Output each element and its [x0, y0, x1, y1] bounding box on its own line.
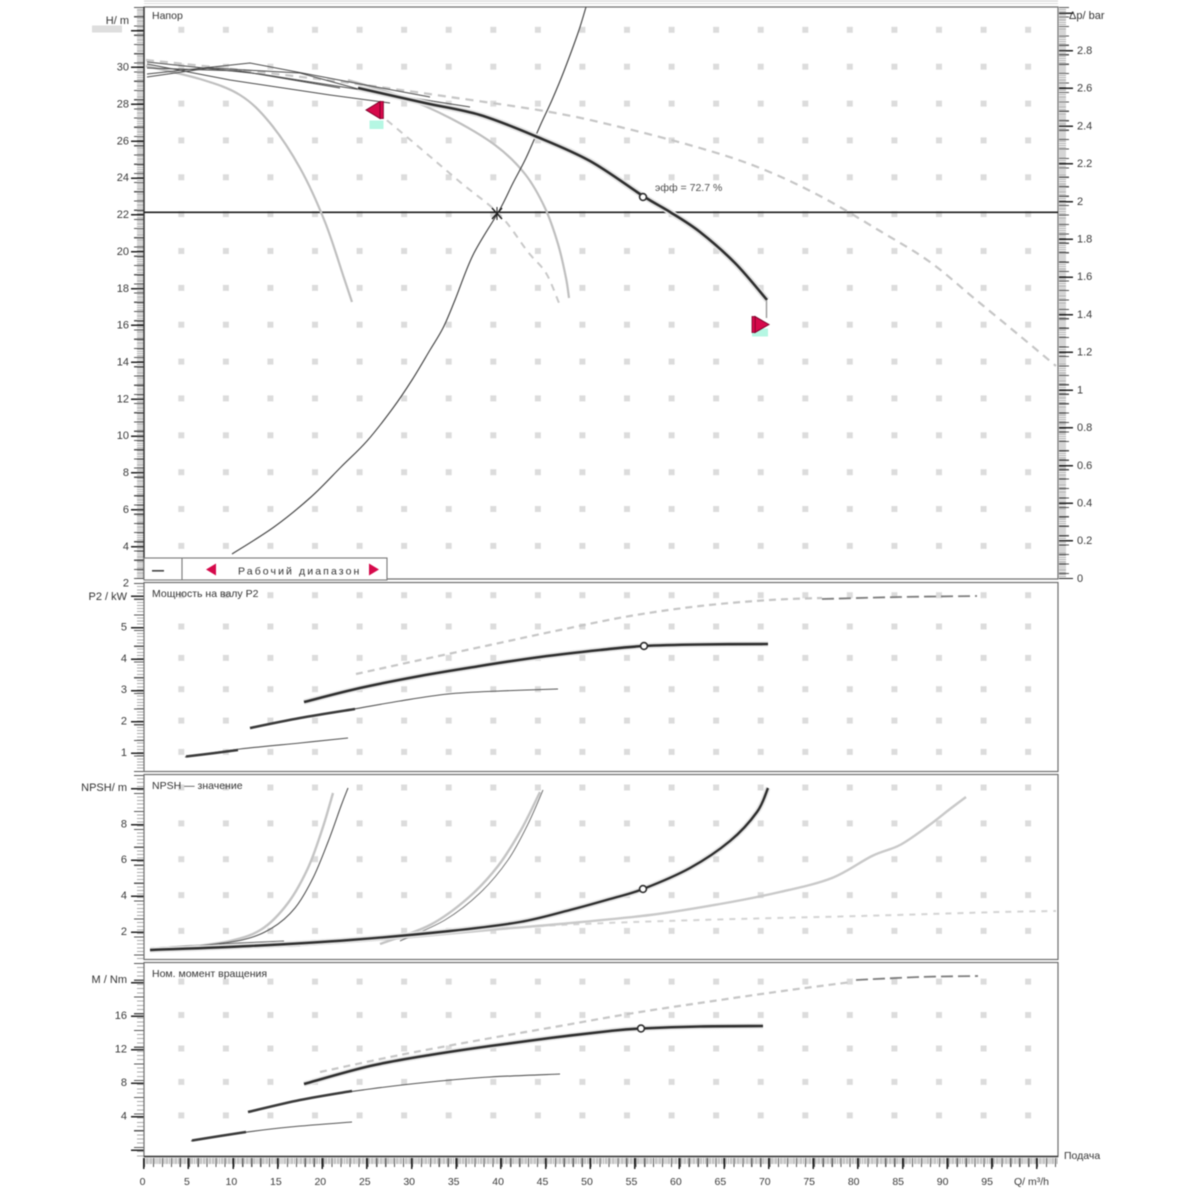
- svg-text:4: 4: [121, 1110, 127, 1122]
- svg-text:50: 50: [581, 1176, 593, 1188]
- svg-text:2: 2: [121, 716, 127, 728]
- svg-text:8: 8: [123, 467, 129, 479]
- svg-text:P2 / kW: P2 / kW: [88, 591, 127, 603]
- svg-text:35: 35: [448, 1176, 460, 1188]
- svg-text:20: 20: [314, 1176, 326, 1188]
- svg-text:1: 1: [1077, 384, 1083, 396]
- svg-text:1.4: 1.4: [1077, 309, 1092, 321]
- svg-text:12: 12: [117, 393, 129, 405]
- svg-text:25: 25: [359, 1176, 371, 1188]
- svg-text:90: 90: [937, 1176, 949, 1188]
- svg-text:65: 65: [715, 1176, 727, 1188]
- svg-text:Δp/ bar: Δp/ bar: [1069, 10, 1105, 22]
- svg-text:55: 55: [626, 1176, 638, 1188]
- svg-text:15: 15: [270, 1176, 282, 1188]
- svg-text:2: 2: [1077, 196, 1083, 208]
- svg-text:16: 16: [115, 1010, 127, 1022]
- svg-text:3: 3: [121, 684, 127, 696]
- svg-text:4: 4: [123, 541, 129, 553]
- svg-text:0.6: 0.6: [1077, 460, 1092, 472]
- svg-text:95: 95: [981, 1176, 993, 1188]
- svg-text:1.8: 1.8: [1077, 234, 1092, 246]
- svg-text:28: 28: [117, 99, 129, 111]
- svg-text:45: 45: [537, 1176, 549, 1188]
- svg-text:M / Nm: M / Nm: [92, 974, 127, 986]
- svg-text:12: 12: [115, 1043, 127, 1055]
- svg-text:4: 4: [121, 890, 127, 902]
- svg-text:85: 85: [892, 1176, 904, 1188]
- svg-text:Рабочий диапазон: Рабочий диапазон: [238, 566, 361, 578]
- svg-text:30: 30: [117, 62, 129, 74]
- svg-text:75: 75: [803, 1176, 815, 1188]
- svg-text:2.2: 2.2: [1077, 158, 1092, 170]
- svg-text:14: 14: [117, 357, 129, 369]
- svg-text:16: 16: [117, 320, 129, 332]
- svg-text:26: 26: [117, 135, 129, 147]
- svg-text:80: 80: [848, 1176, 860, 1188]
- svg-text:30: 30: [403, 1176, 415, 1188]
- svg-text:0.8: 0.8: [1077, 422, 1092, 434]
- svg-text:2: 2: [121, 926, 127, 938]
- svg-text:5: 5: [121, 621, 127, 633]
- svg-text:24: 24: [117, 172, 129, 184]
- svg-text:Подача: Подача: [1064, 1150, 1100, 1162]
- svg-text:10: 10: [226, 1176, 238, 1188]
- svg-text:Напор: Напор: [152, 10, 183, 22]
- svg-text:5: 5: [184, 1176, 190, 1188]
- svg-text:8: 8: [121, 1077, 127, 1089]
- svg-text:22: 22: [117, 209, 129, 221]
- svg-text:0.4: 0.4: [1077, 498, 1092, 510]
- svg-text:эфф = 72.7 %: эфф = 72.7 %: [655, 182, 722, 194]
- svg-text:1.2: 1.2: [1077, 347, 1092, 359]
- svg-text:0: 0: [1077, 573, 1083, 585]
- svg-text:60: 60: [670, 1176, 682, 1188]
- svg-text:2: 2: [123, 578, 129, 590]
- svg-text:40: 40: [492, 1176, 504, 1188]
- svg-text:NPSH — значение: NPSH — значение: [152, 780, 243, 792]
- svg-text:6: 6: [123, 504, 129, 516]
- svg-text:10: 10: [117, 430, 129, 442]
- svg-text:2.4: 2.4: [1077, 120, 1092, 132]
- svg-text:Ном. момент вращения: Ном. момент вращения: [152, 968, 267, 980]
- svg-text:20: 20: [117, 246, 129, 258]
- svg-text:Мощность на валу P2: Мощность на валу P2: [152, 588, 259, 600]
- svg-text:2.6: 2.6: [1077, 83, 1092, 95]
- svg-text:0: 0: [140, 1176, 146, 1188]
- svg-text:4: 4: [121, 653, 127, 665]
- svg-text:2.8: 2.8: [1077, 45, 1092, 57]
- svg-text:6: 6: [121, 854, 127, 866]
- svg-text:0.2: 0.2: [1077, 535, 1092, 547]
- svg-text:1: 1: [121, 747, 127, 759]
- svg-text:8: 8: [121, 818, 127, 830]
- svg-text:Q/ m³/h: Q/ m³/h: [1014, 1176, 1049, 1188]
- svg-text:70: 70: [759, 1176, 771, 1188]
- svg-text:18: 18: [117, 283, 129, 295]
- svg-text:H/ m: H/ m: [106, 15, 129, 27]
- svg-text:NPSH/ m: NPSH/ m: [81, 782, 127, 794]
- svg-text:1.6: 1.6: [1077, 271, 1092, 283]
